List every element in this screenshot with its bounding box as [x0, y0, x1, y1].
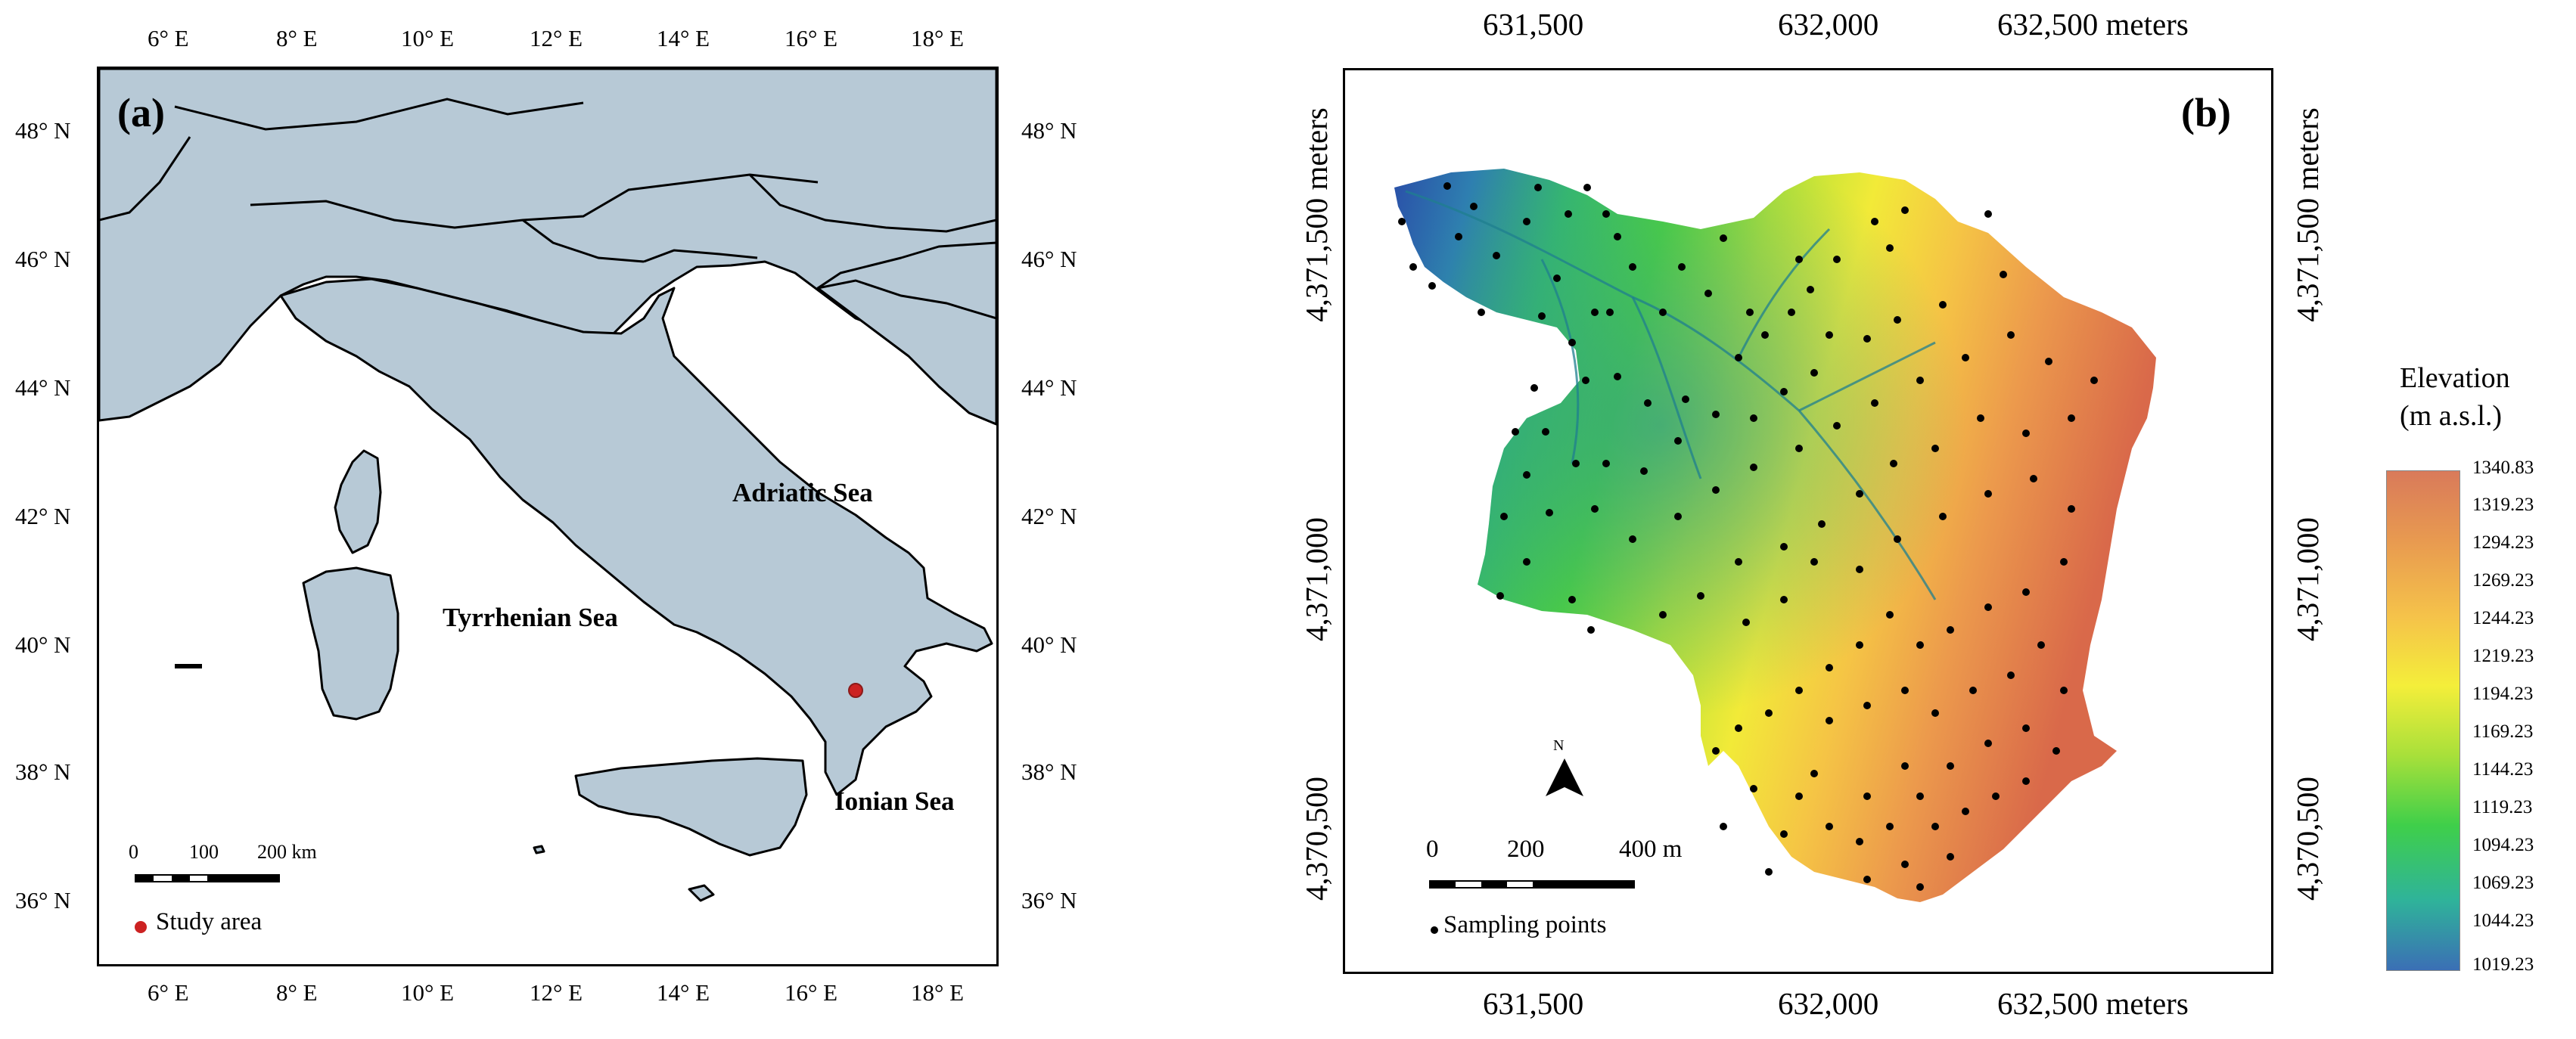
land-italy: [279, 278, 993, 796]
colorbar-label: 1044.23: [2472, 910, 2534, 931]
legend-study-area: Study area: [156, 908, 263, 935]
y-tick: 4,370,500: [1299, 777, 1334, 901]
lat-tick: 46° N: [15, 246, 71, 272]
lon-tick: 12° E: [530, 979, 583, 1006]
colorbar-label: 1244.23: [2472, 608, 2534, 628]
x-tick: 631,500: [1483, 7, 1584, 42]
colorbar-label: 1219.23: [2472, 646, 2534, 666]
scale-end: 200 km: [257, 841, 317, 863]
north-arrow-icon: [1546, 758, 1583, 796]
colorbar-label: 1144.23: [2472, 759, 2534, 780]
land-islet: [533, 845, 545, 854]
dem-area: [1394, 169, 2156, 902]
lat-tick: 44° N: [1021, 374, 1077, 401]
adriatic-sea-label: Adriatic Sea: [732, 478, 873, 507]
colorbar-label: 1340.83: [2472, 457, 2534, 478]
land-sardinia: [302, 566, 399, 721]
land-balkans: [816, 241, 996, 426]
colorbar-label: 1269.23: [2472, 570, 2534, 591]
scale-b-mid: 200: [1507, 836, 1545, 863]
italy-map-graphic: [99, 69, 996, 933]
lon-tick: 6° E: [148, 25, 189, 51]
x-tick: 632,500 meters: [1997, 986, 2189, 1021]
elevation-map: [1343, 68, 2273, 974]
legend-point-icon: [135, 921, 147, 933]
y-tick: 4,371,500 meters: [1299, 107, 1334, 322]
x-tick: 632,000: [1778, 986, 1879, 1021]
ionian-sea-label: Ionian Sea: [834, 786, 955, 816]
lat-tick: 44° N: [15, 374, 71, 401]
lat-tick: 42° N: [1021, 503, 1077, 529]
tyrrhenian-sea-label: Tyrrhenian Sea: [443, 603, 618, 632]
colorbar-label: 1169.23: [2472, 721, 2534, 742]
lon-tick: 16° E: [785, 979, 838, 1006]
lon-tick: 10° E: [401, 979, 455, 1006]
lon-tick: 8° E: [276, 25, 318, 51]
lat-tick: 48° N: [1021, 117, 1077, 144]
y-tick: 4,370,500: [2290, 777, 2325, 901]
panel-b-label: (b): [2181, 90, 2231, 135]
legend-sampling-points: Sampling points: [1443, 911, 1607, 938]
lon-tick: 14° E: [657, 979, 710, 1006]
lat-tick: 38° N: [1021, 758, 1077, 785]
panel-a-label: (a): [117, 90, 165, 135]
colorbar-label: 1294.23: [2472, 532, 2534, 553]
lon-tick: 14° E: [657, 25, 710, 51]
lon-tick: 8° E: [276, 979, 318, 1006]
lat-tick: 40° N: [15, 631, 71, 658]
lon-tick: 18° E: [911, 25, 965, 51]
land-corsica: [334, 449, 382, 554]
colorbar-unit: (m a.s.l.): [2400, 400, 2503, 432]
lon-tick: 16° E: [785, 25, 838, 51]
italy-map: [97, 67, 999, 966]
colorbar-title: Elevation: [2400, 362, 2510, 394]
scale-b-end: 400 m: [1619, 836, 1683, 863]
sampling-points: [1398, 182, 2098, 891]
x-tick: 631,500: [1483, 986, 1584, 1021]
colorbar-label: 1019.23: [2472, 954, 2534, 975]
lat-tick: 38° N: [15, 758, 71, 785]
lat-tick: 48° N: [15, 117, 71, 144]
colorbar-label: 1069.23: [2472, 873, 2534, 893]
land-islet: [688, 884, 715, 902]
scale-bar-b: [1429, 880, 1635, 889]
colorbar-label: 1119.23: [2472, 797, 2533, 817]
y-tick: 4,371,000: [2290, 517, 2325, 641]
colorbar-label: 1319.23: [2472, 495, 2534, 515]
land-sicily: [574, 757, 808, 857]
scale-b-zero: 0: [1426, 836, 1439, 863]
lat-tick: 42° N: [15, 503, 71, 529]
colorbar-label: 1194.23: [2472, 684, 2534, 704]
y-tick: 4,371,000: [1299, 517, 1334, 641]
dem-graphic: [1394, 169, 2156, 934]
colorbar-label: 1094.23: [2472, 835, 2534, 855]
lat-tick: 36° N: [15, 887, 71, 913]
colorbar-ramp: [2386, 470, 2460, 971]
scale-bar-a: [135, 874, 280, 882]
lon-tick: 12° E: [530, 25, 583, 51]
scale-zero: 0: [129, 841, 138, 863]
lon-tick: 6° E: [148, 979, 189, 1006]
y-tick: 4,371,500 meters: [2290, 107, 2325, 322]
lon-tick: 10° E: [401, 25, 455, 51]
legend-sampling-icon: [1431, 926, 1438, 934]
x-tick: 632,000: [1778, 7, 1879, 42]
scale-mark: [175, 664, 202, 668]
lon-tick: 18° E: [911, 979, 965, 1006]
lat-tick: 36° N: [1021, 887, 1077, 913]
lat-tick: 40° N: [1021, 631, 1077, 658]
x-tick: 632,500 meters: [1997, 7, 2189, 42]
north-label: N: [1553, 737, 1565, 754]
lat-tick: 46° N: [1021, 246, 1077, 272]
scale-mid: 100: [189, 841, 219, 863]
study-area-marker: [848, 683, 863, 698]
